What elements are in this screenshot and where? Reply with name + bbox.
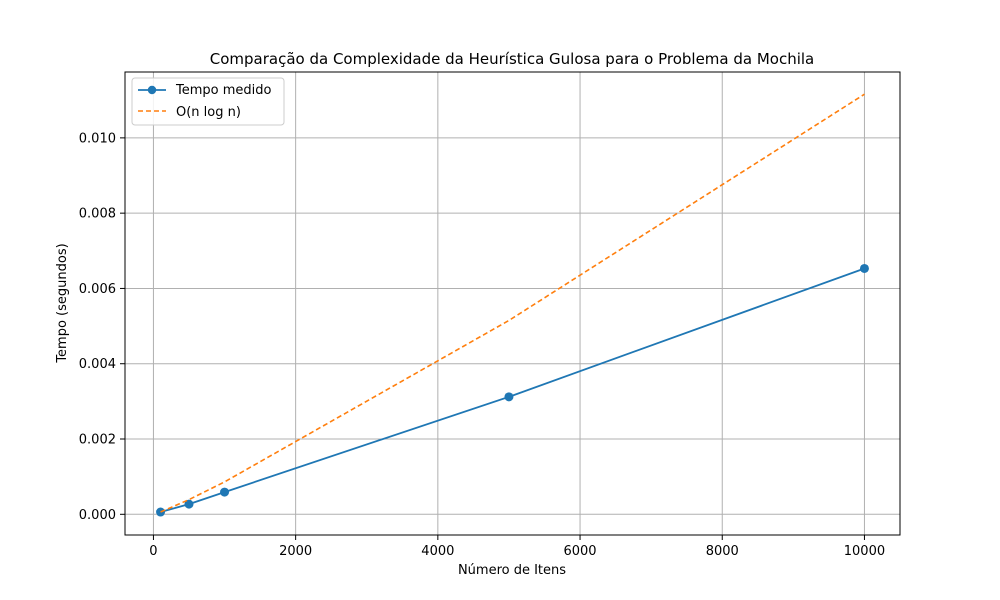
series-line-o-n-log-n [160,93,865,513]
chart-title: Comparação da Complexidade da Heurística… [210,50,815,68]
data-point-tempo-medido [184,499,194,509]
y-tick-label: 0.008 [79,207,116,222]
x-axis: 0 2000 4000 6000 8000 10000 [149,535,885,559]
x-tick-label: 10000 [844,544,885,559]
data-point-tempo-medido [859,263,869,273]
x-tick-label: 2000 [279,544,312,559]
data-point-tempo-medido [220,487,230,497]
legend-box [131,77,285,126]
legend-label-o-n-log-n: O(n log n) [176,105,241,120]
grid [125,72,900,535]
data-point-tempo-medido [504,392,514,402]
y-axis-label: Tempo (segundos) [55,243,70,363]
x-tick-label: 6000 [563,544,596,559]
legend-label-tempo-medido: Tempo medido [175,83,272,98]
y-tick-label: 0.010 [79,131,116,146]
plot-frame [124,71,901,536]
y-tick-label: 0.004 [79,357,116,372]
series-layer [156,93,869,517]
y-tick-label: 0.006 [79,282,116,297]
x-axis-label: Número de Itens [458,563,566,578]
y-tick-label: 0.002 [79,433,116,448]
y-axis: 0.000 0.002 0.004 0.006 0.008 0.010 [79,131,125,523]
y-tick-label: 0.000 [79,508,116,523]
x-tick-label: 8000 [706,544,739,559]
legend-marker-tempo-medido [147,85,157,95]
legend: Tempo medido O(n log n) [131,77,285,126]
x-tick-label: 4000 [421,544,454,559]
x-tick-label: 0 [149,544,157,559]
